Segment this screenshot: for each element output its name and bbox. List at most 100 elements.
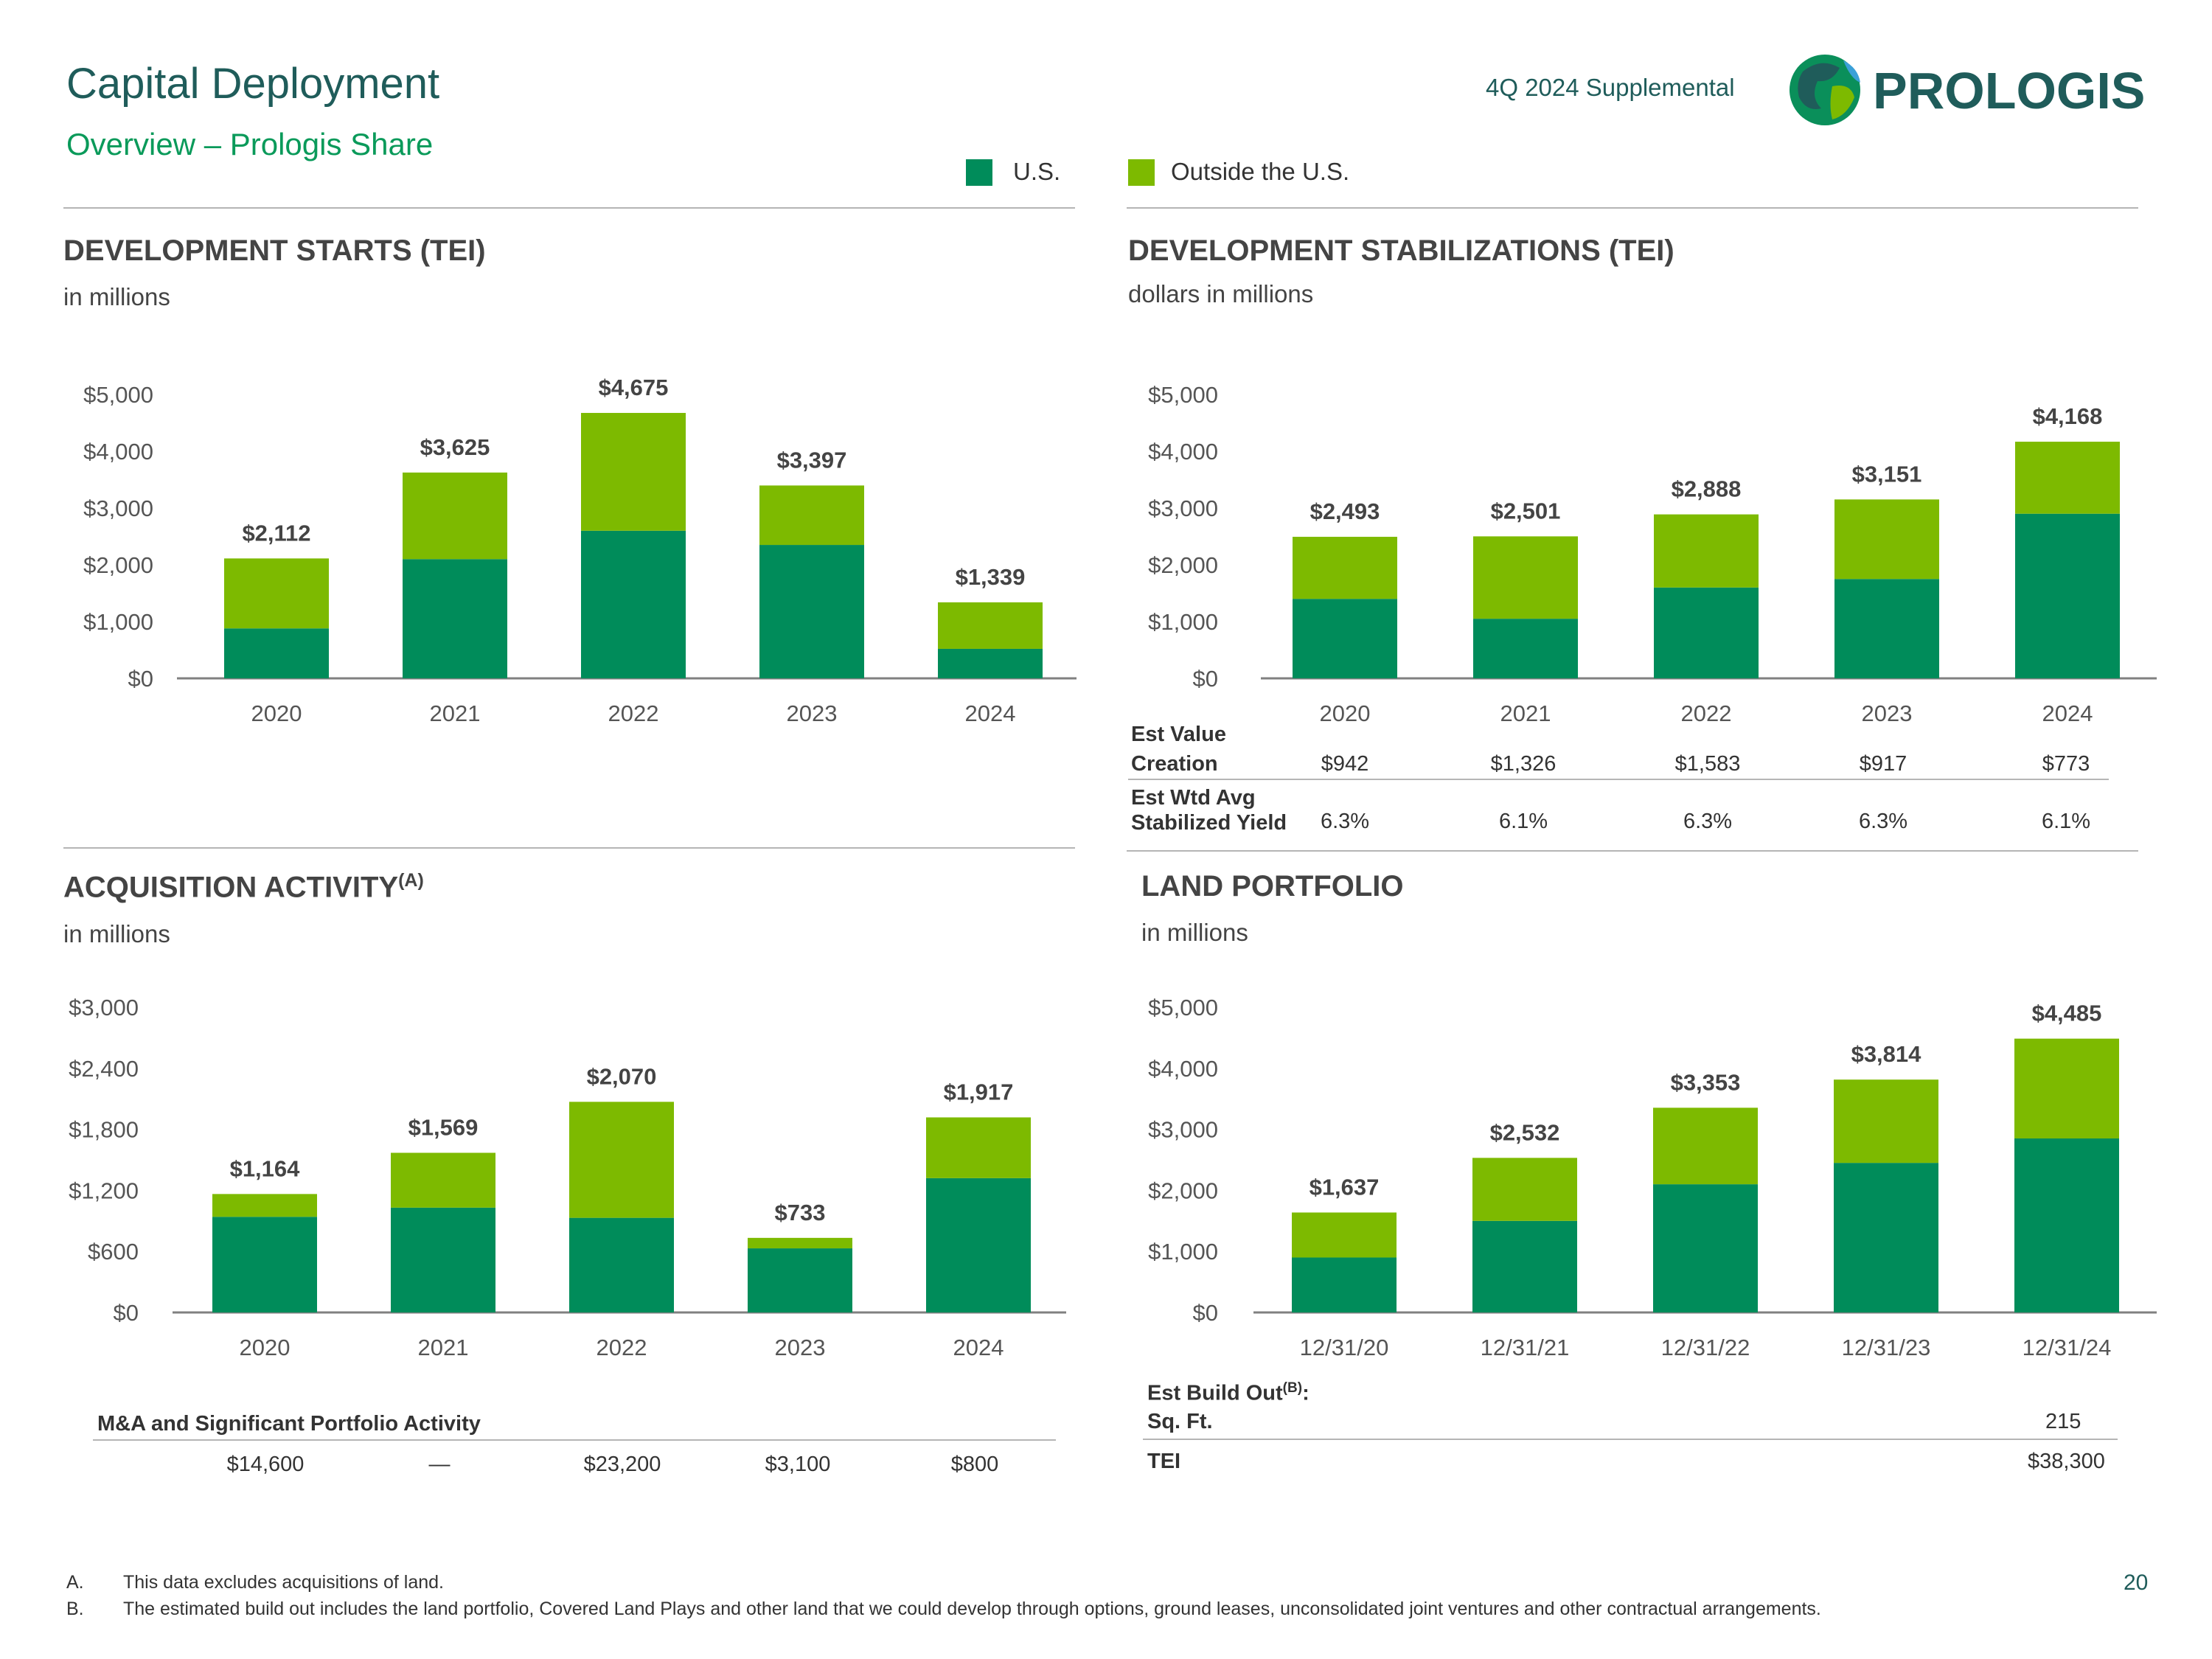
stab-table-divider xyxy=(1128,779,2109,780)
stabilizations-category-label: 2024 xyxy=(2042,700,2093,726)
land-total-label: $2,532 xyxy=(1490,1119,1560,1145)
stabilizations-ytick-label: $4,000 xyxy=(1148,439,1218,465)
footnote-a-text: This data excludes acquisitions of land. xyxy=(123,1572,444,1593)
stab-value-creation-cell: $773 xyxy=(2042,752,2090,776)
starts-total-label: $1,339 xyxy=(956,564,1026,590)
stabilizations-bar-outside xyxy=(1473,536,1578,619)
footnote-b-text: The estimated build out includes the lan… xyxy=(123,1599,1821,1619)
land-bar-us xyxy=(1834,1163,1938,1312)
starts-ytick-label: $2,000 xyxy=(83,552,153,578)
land-table-label-1: Est Build Out(B): xyxy=(1147,1380,1310,1406)
acquisitions-bar-outside xyxy=(569,1102,674,1218)
footnote-a-marker: A. xyxy=(66,1572,84,1593)
starts-ytick-label: $0 xyxy=(128,666,153,692)
divider-top-right xyxy=(1127,207,2138,209)
stabilizations-bar-us xyxy=(1293,599,1397,678)
stabilizations-category-label: 2021 xyxy=(1500,700,1551,726)
footnote-b-marker: B. xyxy=(66,1599,84,1619)
stab-value-creation-cell: $942 xyxy=(1321,752,1369,776)
acquisitions-ytick-label: $3,000 xyxy=(69,995,139,1020)
divider-mid-right xyxy=(1127,850,2138,852)
stab-row2-label-2: Stabilized Yield xyxy=(1131,811,1287,835)
acquisitions-ytick-label: $1,200 xyxy=(69,1178,139,1203)
stab-value-creation-cell: $1,583 xyxy=(1674,752,1741,776)
stabilizations-category-label: 2023 xyxy=(1862,700,1913,726)
acquisitions-bar-outside xyxy=(391,1152,495,1208)
stabilizations-subtitle: dollars in millions xyxy=(1128,280,1314,307)
acquisitions-bar-us xyxy=(391,1207,495,1312)
starts-ytick-label: $3,000 xyxy=(83,495,153,521)
land-category-label: 12/31/20 xyxy=(1300,1335,1389,1360)
starts-bar-us xyxy=(581,530,686,678)
land-category-label: 12/31/22 xyxy=(1661,1335,1750,1360)
acquisitions-category-label: 2024 xyxy=(953,1335,1004,1360)
land-table-tei-value: $38,300 xyxy=(2028,1450,2105,1473)
land-total-label: $1,637 xyxy=(1310,1174,1380,1200)
land-build-out-colon: : xyxy=(1302,1381,1310,1405)
acquisitions-category-label: 2023 xyxy=(775,1335,826,1360)
starts-bar-us xyxy=(938,648,1043,678)
land-ytick-label: $4,000 xyxy=(1148,1056,1218,1082)
starts-bar-outside xyxy=(759,485,864,546)
land-ytick-label: $1,000 xyxy=(1148,1239,1218,1265)
starts-category-label: 2024 xyxy=(965,700,1016,726)
land-category-label: 12/31/24 xyxy=(2023,1335,2112,1360)
acquisitions-bar-outside xyxy=(748,1237,852,1249)
land-ytick-label: $5,000 xyxy=(1148,995,1218,1020)
stabilizations-ytick-label: $2,000 xyxy=(1148,552,1218,578)
acq-table-label: M&A and Significant Portfolio Activity xyxy=(97,1412,481,1436)
prologis-logo: PROLOGIS xyxy=(1781,46,2179,134)
land-table-sqft-value: 215 xyxy=(2045,1410,2081,1433)
stabilizations-bar-outside xyxy=(2015,442,2120,514)
land-table-sqft-label: Sq. Ft. xyxy=(1147,1410,1213,1433)
stabilizations-bar-us xyxy=(1473,619,1578,678)
starts-subtitle: in millions xyxy=(63,283,170,310)
acquisitions-title: ACQUISITION ACTIVITY(A) xyxy=(63,870,424,904)
stabilizations-ytick-label: $3,000 xyxy=(1148,495,1218,521)
land-ytick-label: $3,000 xyxy=(1148,1117,1218,1143)
acquisitions-ytick-label: $600 xyxy=(88,1239,139,1265)
starts-category-label: 2023 xyxy=(787,700,838,726)
acquisitions-title-footnote: (A) xyxy=(398,870,424,891)
acquisitions-total-label: $1,164 xyxy=(230,1155,301,1181)
stab-value-creation-cell: $917 xyxy=(1859,752,1907,776)
stabilizations-bar-us xyxy=(1834,579,1939,678)
land-table-divider xyxy=(1143,1439,2118,1440)
starts-bar-outside xyxy=(224,558,329,629)
land-bar-outside xyxy=(1292,1212,1397,1258)
land-subtitle: in millions xyxy=(1141,919,1248,946)
land-build-out-footnote: (B) xyxy=(1282,1380,1303,1396)
page-number: 20 xyxy=(2124,1571,2149,1595)
land-total-label: $4,485 xyxy=(2032,1001,2102,1026)
land-bar-outside xyxy=(1653,1107,1758,1185)
starts-ytick-label: $5,000 xyxy=(83,382,153,408)
stabilizations-ytick-label: $1,000 xyxy=(1148,609,1218,635)
stabilizations-total-label: $4,168 xyxy=(2033,403,2103,429)
starts-title: DEVELOPMENT STARTS (TEI) xyxy=(63,234,486,267)
legend-us-swatch xyxy=(966,159,992,186)
logo-text: PROLOGIS xyxy=(1873,62,2145,119)
acq-ma-cell: $14,600 xyxy=(226,1453,305,1476)
land-bar-outside xyxy=(2014,1038,2119,1139)
acquisitions-bar-us xyxy=(748,1248,852,1312)
stab-yield-cell: 6.1% xyxy=(1498,810,1548,833)
acquisitions-bar-us xyxy=(569,1217,674,1312)
starts-bar-us xyxy=(224,628,329,678)
legend-outside-label: Outside the U.S. xyxy=(1171,158,1350,185)
stabilizations-category-label: 2020 xyxy=(1320,700,1371,726)
acquisitions-bar-us xyxy=(926,1178,1031,1312)
acq-ma-cell: — xyxy=(428,1453,451,1476)
starts-total-label: $3,625 xyxy=(420,434,490,460)
starts-bar-us xyxy=(403,559,507,678)
acquisitions-ytick-label: $0 xyxy=(114,1300,139,1326)
acq-table-divider xyxy=(93,1439,1056,1441)
acquisitions-total-label: $1,917 xyxy=(944,1079,1014,1105)
land-title: LAND PORTFOLIO xyxy=(1141,870,1404,902)
stab-row1-label-2: Creation xyxy=(1131,752,1218,776)
prologis-globe-icon: PROLOGIS xyxy=(1790,55,2145,125)
acquisitions-bar-us xyxy=(212,1217,317,1312)
stab-row2-label-1: Est Wtd Avg xyxy=(1131,786,1256,810)
acquisitions-total-label: $1,569 xyxy=(408,1114,479,1140)
starts-category-label: 2022 xyxy=(608,700,659,726)
